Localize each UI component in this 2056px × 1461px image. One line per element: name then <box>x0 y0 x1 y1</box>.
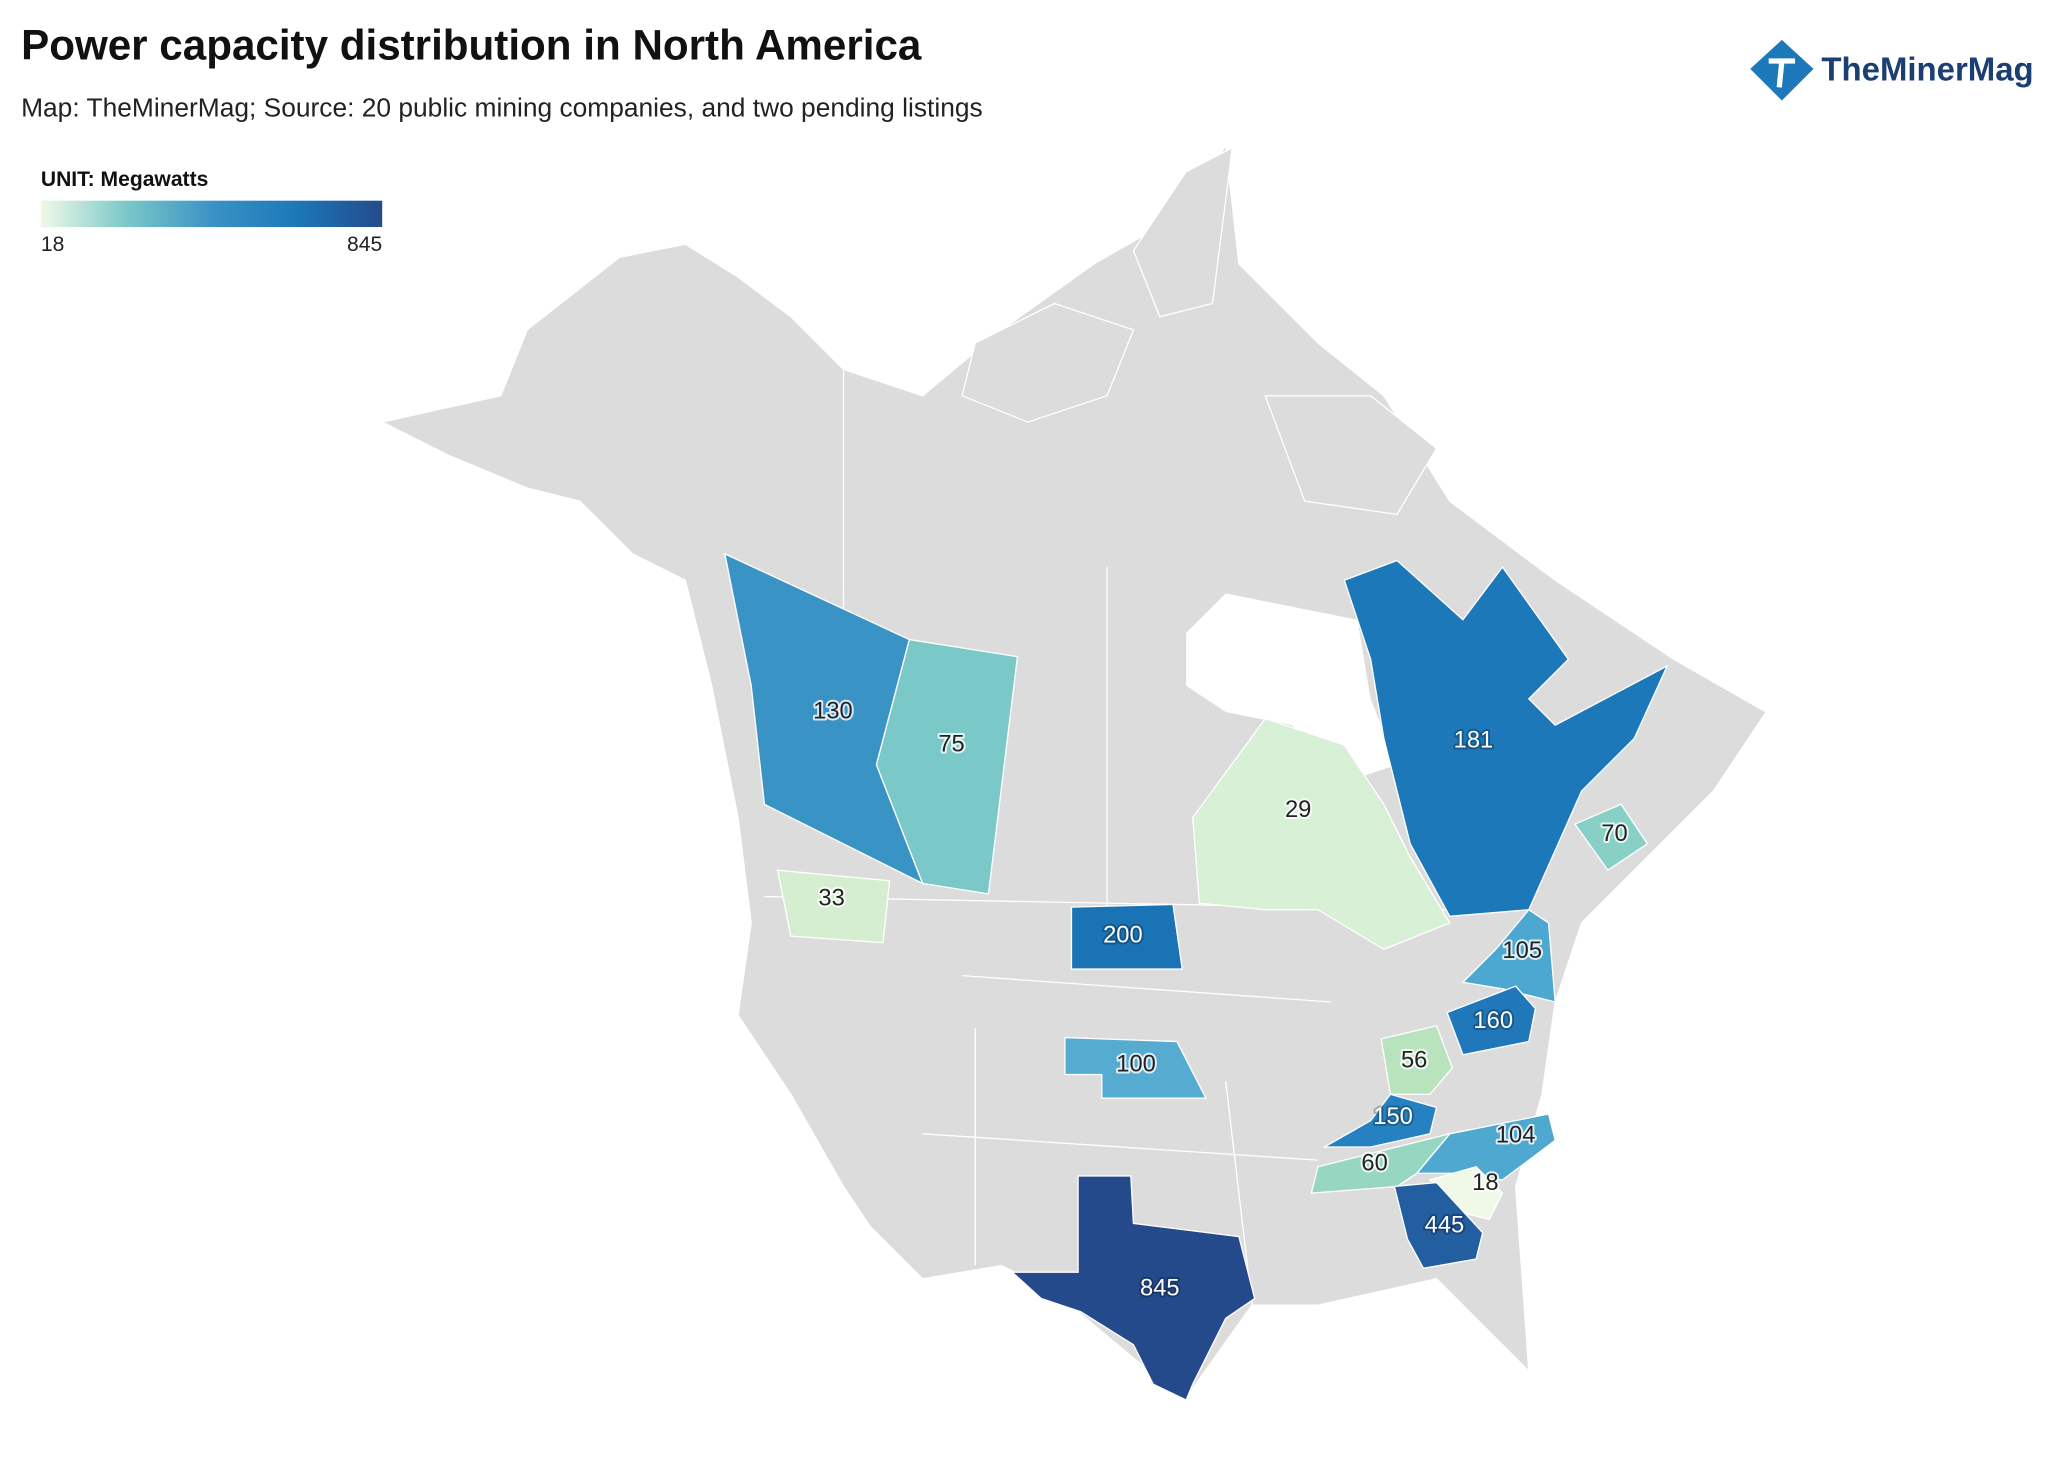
subtitle: Map: TheMinerMag; Source: 20 public mini… <box>21 92 983 122</box>
region <box>776 869 891 944</box>
region-value-label: 18 <box>1472 1170 1498 1196</box>
region <box>1573 803 1649 872</box>
region <box>875 638 1019 895</box>
region <box>1192 717 1451 951</box>
region-value-label: 181 <box>1454 727 1494 753</box>
region <box>1380 1024 1454 1095</box>
region-value-label: 29 <box>1285 797 1311 823</box>
regions <box>723 552 1669 1401</box>
region-value-label: 33 <box>818 885 844 911</box>
legend: UNIT: Megawatts 18 845 <box>40 168 383 256</box>
region-value-label: 60 <box>1361 1150 1387 1176</box>
region-value-label: 75 <box>938 731 964 757</box>
region-value-label: 845 <box>1140 1276 1180 1302</box>
region <box>1461 908 1556 1003</box>
legend-min: 18 <box>41 233 64 256</box>
region-value-label: 130 <box>813 698 853 724</box>
region-value-label: 56 <box>1401 1048 1427 1074</box>
region <box>1446 985 1537 1056</box>
legend-title: UNIT: Megawatts <box>41 168 208 191</box>
region <box>1064 1036 1208 1099</box>
region <box>1070 903 1183 970</box>
border <box>764 369 1450 1306</box>
region-value-label: 104 <box>1496 1123 1536 1149</box>
region <box>1393 1181 1484 1269</box>
region-value-label: 150 <box>1373 1104 1413 1130</box>
arctic-island <box>961 302 1135 423</box>
labels: 130 75 33 181 29 70 200 100 105 160 56 150 104 60 18 44… <box>811 696 1629 1303</box>
region-value-label: 100 <box>1116 1052 1156 1078</box>
legend-gradient <box>40 200 383 228</box>
region <box>1310 1132 1452 1194</box>
region-value-label: 160 <box>1473 1008 1513 1034</box>
arctic-island <box>1264 395 1438 516</box>
region <box>1322 1093 1438 1148</box>
logo-text: TheMinerMag <box>1821 51 2033 88</box>
region-value-label: 445 <box>1425 1212 1465 1238</box>
region <box>1343 559 1669 918</box>
hudson-bay <box>1186 593 1398 778</box>
logo-pick <box>1768 58 1796 88</box>
region-value-label: 200 <box>1103 922 1143 948</box>
region-value-label: 105 <box>1502 938 1542 964</box>
title: Power capacity distribution in North Ame… <box>21 22 922 69</box>
arctic-island <box>1132 146 1234 318</box>
legend-max: 845 <box>347 233 382 256</box>
logo: TheMinerMag <box>1750 39 2034 101</box>
region <box>1010 1175 1256 1401</box>
region-value-label: 70 <box>1601 821 1627 847</box>
